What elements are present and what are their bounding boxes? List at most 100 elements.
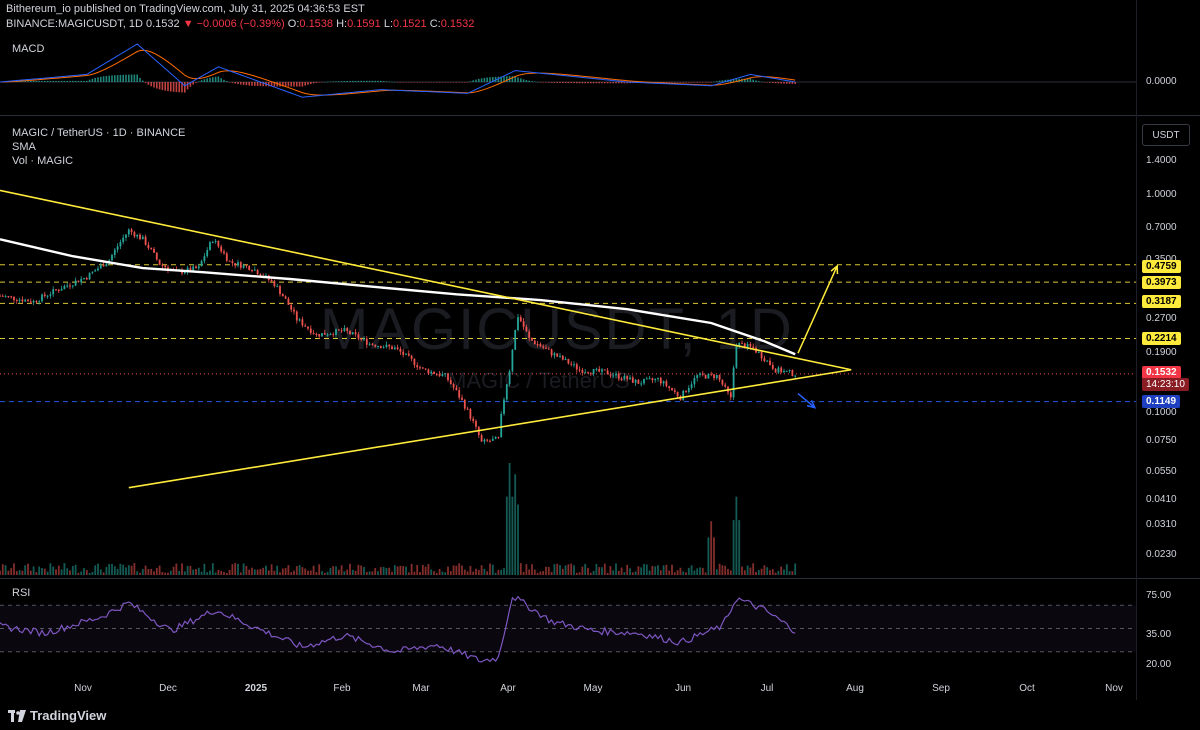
volume-bar	[63, 563, 66, 575]
candle	[567, 358, 570, 364]
candle	[606, 370, 609, 375]
candle	[127, 229, 130, 235]
macd-histogram-bar	[525, 80, 528, 82]
volume-bar	[517, 504, 519, 575]
lower-trendline	[128, 368, 852, 489]
candle	[281, 293, 284, 297]
rsi-label[interactable]: RSI	[12, 587, 31, 599]
macd-pane-separator[interactable]	[0, 115, 1200, 116]
candle	[757, 352, 760, 354]
candle	[253, 269, 256, 271]
time-axis-label: Mar	[412, 683, 430, 694]
candle	[270, 279, 273, 282]
macd-histogram-bar	[534, 81, 536, 83]
volume-bar	[94, 565, 97, 575]
macd-histogram-bar	[662, 82, 665, 83]
candle	[363, 338, 365, 340]
level-tag[interactable]: 0.3187	[1142, 295, 1181, 308]
sma-label[interactable]: SMA	[12, 141, 36, 153]
candle	[21, 299, 24, 302]
macd-histogram-bar	[167, 82, 169, 92]
volume-bar	[595, 563, 598, 575]
volume-bar	[195, 569, 197, 575]
macd-histogram-bar	[713, 81, 715, 83]
candle	[494, 436, 497, 439]
volume-bar	[382, 566, 385, 575]
macd-label[interactable]: MACD	[12, 43, 45, 55]
candle	[438, 374, 441, 376]
macd-histogram-bar	[710, 82, 712, 83]
volume-bar	[346, 569, 349, 575]
candle	[595, 368, 598, 370]
volume-bar	[452, 565, 455, 575]
bar-countdown: 14:23:10	[1142, 378, 1189, 391]
level-tag[interactable]: 0.3973	[1142, 276, 1181, 289]
volume-bar	[662, 565, 665, 575]
candle	[18, 299, 21, 301]
volume-bar	[606, 572, 609, 575]
candle	[130, 229, 133, 233]
tradingview-logo[interactable]: TradingView	[8, 708, 106, 723]
volume-bar	[38, 566, 41, 575]
macd-histogram-bar	[259, 82, 262, 87]
volume-bar	[693, 570, 696, 575]
candle	[559, 355, 561, 357]
level-tag[interactable]: 0.2214	[1142, 332, 1181, 345]
volume-bar	[209, 570, 211, 575]
macd-histogram-bar	[718, 80, 721, 82]
macd-histogram-bar	[335, 81, 337, 82]
volume-bar	[592, 570, 595, 575]
support-tag[interactable]: 0.1149	[1142, 395, 1181, 408]
macd-histogram-bar	[424, 82, 427, 83]
volume-bar	[556, 563, 559, 575]
candle	[427, 369, 430, 374]
candle	[399, 348, 402, 352]
volume-bar	[1, 564, 4, 575]
level-tag[interactable]: 0.4759	[1142, 260, 1181, 273]
macd-histogram-bar	[217, 76, 220, 82]
macd-histogram-bar	[494, 76, 497, 82]
volume-label[interactable]: Vol · MAGIC	[12, 155, 74, 167]
volume-bar	[503, 568, 505, 575]
macd-histogram-bar	[304, 82, 306, 86]
candle	[416, 365, 419, 368]
volume-bar	[211, 563, 214, 575]
candle	[458, 390, 461, 398]
price-axis-label: 0.0750	[1146, 435, 1177, 446]
volume-bar	[407, 572, 410, 575]
candle	[32, 300, 35, 303]
volume-bar	[718, 563, 721, 575]
candle	[144, 236, 147, 245]
macd-histogram-bar	[363, 80, 365, 82]
macd-histogram-bar	[97, 77, 99, 82]
volume-bar	[231, 564, 234, 575]
macd-histogram-bar	[685, 82, 687, 83]
volume-bar	[164, 572, 167, 575]
candle	[648, 378, 651, 380]
chart-canvas[interactable]	[0, 0, 1136, 700]
current-price-tag[interactable]: 0.1532	[1142, 366, 1181, 379]
currency-button[interactable]: USDT	[1142, 124, 1190, 146]
candle	[83, 277, 85, 279]
main-pane-title[interactable]: MAGIC / TetherUS · 1D · BINANCE	[12, 127, 186, 139]
macd-histogram-bar	[212, 77, 214, 82]
macd-histogram-bar	[623, 82, 626, 84]
macd-histogram-bar	[774, 82, 777, 84]
macd-histogram-bar	[716, 81, 718, 82]
time-axis-label: May	[583, 683, 603, 694]
volume-bar	[766, 567, 769, 575]
candle	[500, 413, 503, 438]
rsi-line	[0, 595, 796, 663]
rsi-pane-separator[interactable]	[0, 578, 1200, 579]
volume-bar	[368, 571, 371, 575]
candle	[239, 262, 242, 268]
volume-bar	[234, 563, 237, 575]
macd-histogram-bar	[158, 82, 161, 90]
volume-bar	[357, 564, 360, 575]
candle	[220, 246, 223, 252]
macd-histogram-bar	[676, 82, 679, 83]
macd-histogram-bar	[30, 81, 32, 82]
volume-bar	[10, 568, 13, 575]
candle	[155, 252, 158, 260]
